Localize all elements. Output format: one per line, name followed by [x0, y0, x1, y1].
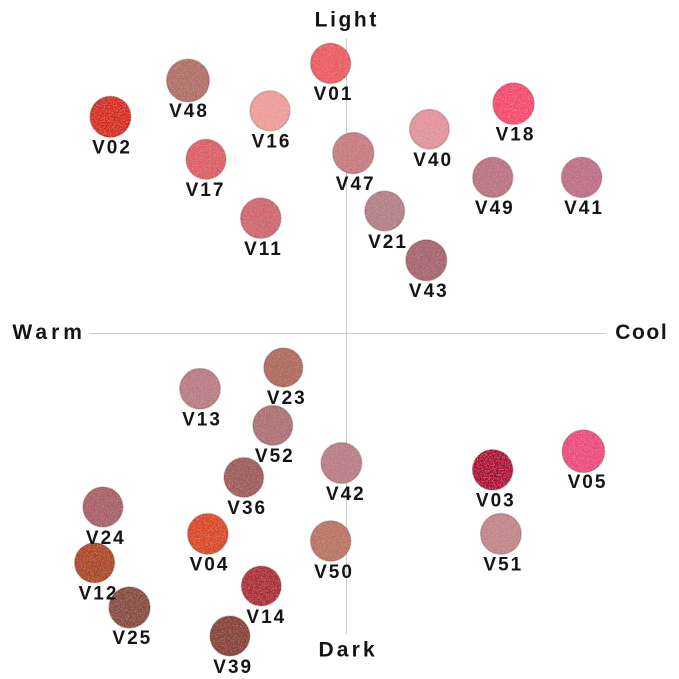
svg-text:V04: V04 — [190, 555, 230, 576]
svg-text:V42: V42 — [326, 484, 366, 505]
svg-text:V17: V17 — [186, 180, 226, 201]
svg-text:Warm: Warm — [12, 321, 86, 344]
svg-text:V47: V47 — [336, 174, 376, 195]
svg-text:V23: V23 — [267, 388, 307, 409]
svg-text:V05: V05 — [568, 472, 608, 493]
svg-text:Cool: Cool — [615, 321, 668, 344]
svg-text:V51: V51 — [483, 555, 523, 576]
svg-text:V36: V36 — [227, 498, 267, 519]
svg-text:V43: V43 — [409, 281, 449, 302]
svg-text:V02: V02 — [92, 138, 132, 159]
svg-text:V12: V12 — [79, 584, 119, 605]
svg-text:V13: V13 — [182, 410, 222, 431]
svg-text:V25: V25 — [112, 628, 152, 649]
svg-text:V18: V18 — [496, 124, 536, 145]
svg-text:V49: V49 — [475, 198, 515, 219]
svg-text:V01: V01 — [314, 84, 354, 105]
svg-text:V48: V48 — [169, 101, 209, 122]
svg-text:Light: Light — [315, 9, 379, 32]
svg-text:V50: V50 — [314, 562, 354, 583]
svg-text:V11: V11 — [244, 239, 283, 260]
svg-text:V14: V14 — [246, 607, 286, 628]
svg-text:V39: V39 — [213, 657, 253, 678]
svg-text:V41: V41 — [564, 198, 604, 219]
svg-text:V21: V21 — [368, 232, 408, 253]
svg-text:V24: V24 — [86, 528, 126, 549]
svg-text:V16: V16 — [252, 132, 292, 153]
svg-text:V40: V40 — [413, 150, 453, 171]
svg-text:V52: V52 — [255, 446, 295, 467]
svg-text:V03: V03 — [476, 491, 516, 512]
svg-text:Dark: Dark — [318, 639, 378, 662]
